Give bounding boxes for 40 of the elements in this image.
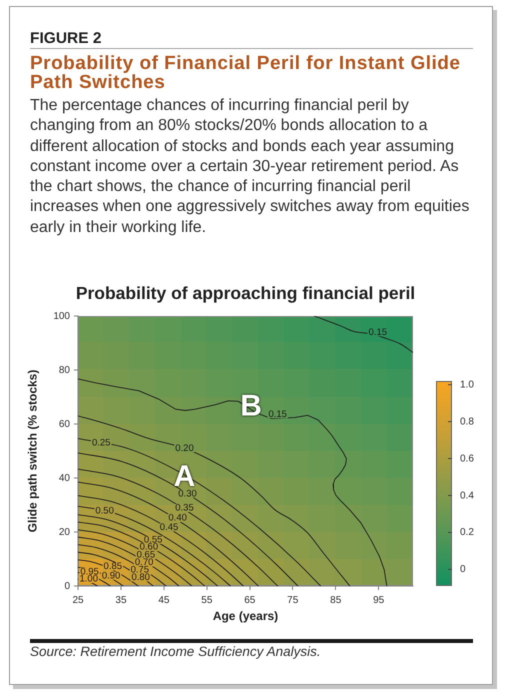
color-bar-label: 0.4 xyxy=(460,490,474,502)
annotation: 0.15 xyxy=(268,408,287,420)
color-bar-label: 0.2 xyxy=(460,527,474,538)
annotation: 0.50 xyxy=(95,505,114,516)
x-tick-label: 65 xyxy=(244,594,256,606)
annotation: 0.35 xyxy=(175,502,194,514)
y-tick-label: 60 xyxy=(58,418,70,430)
caption: FIGURE 2 xyxy=(30,30,102,47)
color-bar-label: 0.6 xyxy=(460,453,474,464)
annotation: 0.15 xyxy=(368,326,388,338)
color-bar-label: 0.8 xyxy=(460,416,474,428)
x-tick-label: 95 xyxy=(373,594,385,606)
annotation: 0.40 xyxy=(168,512,187,524)
color-bar-label: 1.0 xyxy=(460,379,474,390)
x-axis-title: Age (years) xyxy=(212,609,278,624)
line-series xyxy=(78,506,231,586)
source-note: Source: Retirement Income Sufficiency Analysis. xyxy=(30,644,322,660)
annotation: 0.25 xyxy=(92,437,110,448)
x-tick-label: 85 xyxy=(330,594,342,606)
text: Probability of approaching financial peril xyxy=(74,283,416,303)
y-tick-label: 20 xyxy=(58,526,70,538)
x-tick-label: 45 xyxy=(158,594,170,606)
annotation: 0.80 xyxy=(131,572,150,583)
x-tick-label: 25 xyxy=(72,594,84,606)
annotation: 0.45 xyxy=(160,522,178,534)
chart-title: Probability of Financial Peril for Instant Glide Path Switches xyxy=(30,53,462,93)
x-tick-label: 55 xyxy=(201,594,213,606)
annotation: 1.00 xyxy=(79,574,98,585)
color-bar-label: 0 xyxy=(460,564,466,576)
y-axis-title: Glide path switch (% stocks) xyxy=(26,370,40,532)
x-tick-label: 75 xyxy=(287,594,299,606)
y-tick-label: 100 xyxy=(53,310,70,322)
annotation: 0.20 xyxy=(175,442,194,454)
chart-subtitle: The percentage chances of incurring financial peril by changing from an 80% stocks/20% bonds allocation to a different allocation of stocks and bonds each year assuming constant income over a certain 30-year retirement period. As the chart shows, the chance of incurring financial peril increases when one aggressively switches away from equities early in their working life. xyxy=(30,96,470,238)
annotation: 0.90 xyxy=(102,570,120,582)
annotation: 0.85 xyxy=(104,561,122,572)
x-tick-label: 35 xyxy=(115,594,127,606)
y-tick-label: 80 xyxy=(58,364,70,376)
y-tick-label: 0 xyxy=(64,580,70,592)
y-tick-label: 40 xyxy=(58,472,70,484)
